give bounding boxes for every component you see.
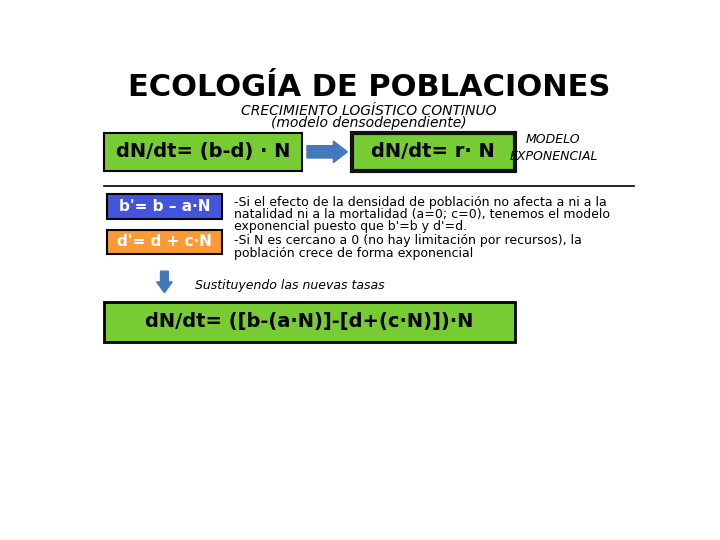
- Text: CRECIMIENTO LOGÍSTICO CONTINUO: CRECIMIENTO LOGÍSTICO CONTINUO: [241, 104, 497, 118]
- Text: MODELO
EXPONENCIAL: MODELO EXPONENCIAL: [509, 133, 598, 163]
- FancyBboxPatch shape: [107, 230, 222, 254]
- Text: población crece de forma exponencial: población crece de forma exponencial: [234, 247, 474, 260]
- Text: dN/dt= r· N: dN/dt= r· N: [372, 143, 495, 161]
- FancyBboxPatch shape: [104, 302, 515, 342]
- Text: Sustituyendo las nuevas tasas: Sustituyendo las nuevas tasas: [195, 279, 385, 292]
- Text: d'= d + c·N: d'= d + c·N: [117, 234, 212, 249]
- Text: natalidad ni a la mortalidad (a=0; c=0), tenemos el modelo: natalidad ni a la mortalidad (a=0; c=0),…: [234, 208, 610, 221]
- Text: dN/dt= ([b-(a·N)]-[d+(c·N)])·N: dN/dt= ([b-(a·N)]-[d+(c·N)])·N: [145, 313, 474, 332]
- Text: dN/dt= (b-d) · N: dN/dt= (b-d) · N: [116, 143, 290, 161]
- Text: ECOLOGÍA DE POBLACIONES: ECOLOGÍA DE POBLACIONES: [128, 73, 610, 103]
- FancyArrow shape: [307, 141, 347, 163]
- Text: -Si el efecto de la densidad de población no afecta a ni a la: -Si el efecto de la densidad de població…: [234, 195, 607, 208]
- FancyBboxPatch shape: [104, 132, 302, 171]
- Text: exponencial puesto que b'=b y d'=d.: exponencial puesto que b'=b y d'=d.: [234, 220, 467, 233]
- Text: b'= b – a·N: b'= b – a·N: [119, 199, 210, 214]
- Text: (modelo densodependiente): (modelo densodependiente): [271, 116, 467, 130]
- Text: -Si N es cercano a 0 (no hay limitación por recursos), la: -Si N es cercano a 0 (no hay limitación …: [234, 234, 582, 247]
- FancyBboxPatch shape: [352, 132, 515, 171]
- FancyBboxPatch shape: [107, 194, 222, 219]
- FancyArrow shape: [157, 271, 172, 293]
